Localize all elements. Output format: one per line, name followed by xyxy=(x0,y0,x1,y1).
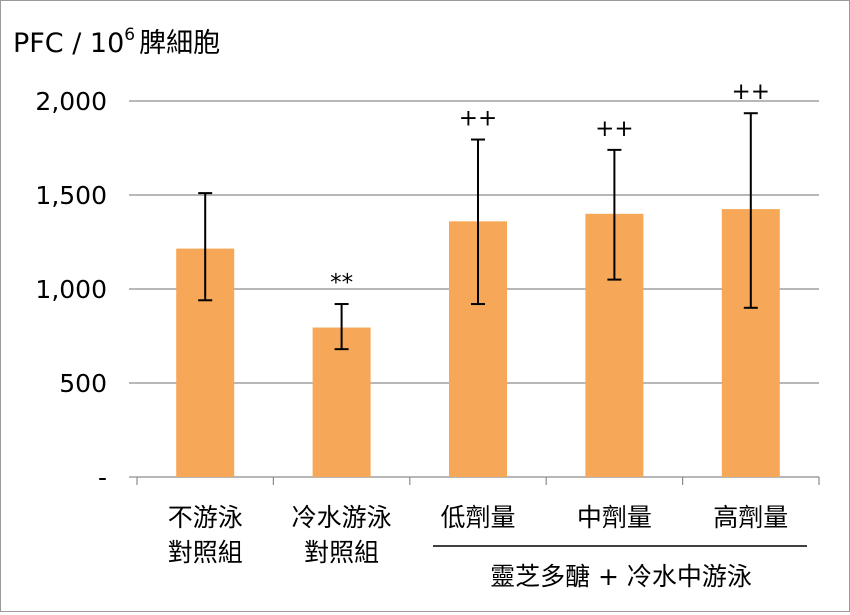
significance-marker: ** xyxy=(330,270,353,296)
group-label: 靈芝多醣 + 冷水中游泳 xyxy=(490,562,752,591)
y-axis-ticks: - 500 1,000 1,500 2,000 xyxy=(35,87,137,492)
error-bars xyxy=(198,112,758,351)
x-axis xyxy=(136,476,820,485)
x-tick-label: 冷水游泳 xyxy=(292,503,392,532)
x-tick-label: 低劑量 xyxy=(440,503,515,532)
significance-marker: ++ xyxy=(595,116,634,142)
x-tick-label: 不游泳 xyxy=(168,503,243,532)
y-tick-label: 1,500 xyxy=(35,181,107,210)
y-tick-label: 1,000 xyxy=(35,275,107,304)
significance-marker: ++ xyxy=(732,79,771,105)
bar xyxy=(312,327,371,477)
significance-annotations: ** ++ ++ ++ xyxy=(330,79,770,296)
y-tick-label: - xyxy=(98,463,107,492)
y-axis-title: PFC / 106 脾細胞 xyxy=(13,25,220,59)
x-tick-label: 對照組 xyxy=(304,538,379,567)
x-tick-label: 對照組 xyxy=(168,538,243,567)
x-tick-label: 中劑量 xyxy=(577,503,652,532)
x-tick-label: 高劑量 xyxy=(713,503,788,532)
y-tick-label: 500 xyxy=(59,369,107,398)
significance-marker: ++ xyxy=(459,106,498,132)
group-label-block: 靈芝多醣 + 冷水中游泳 xyxy=(433,545,807,591)
y-tick-label: 2,000 xyxy=(35,87,107,116)
